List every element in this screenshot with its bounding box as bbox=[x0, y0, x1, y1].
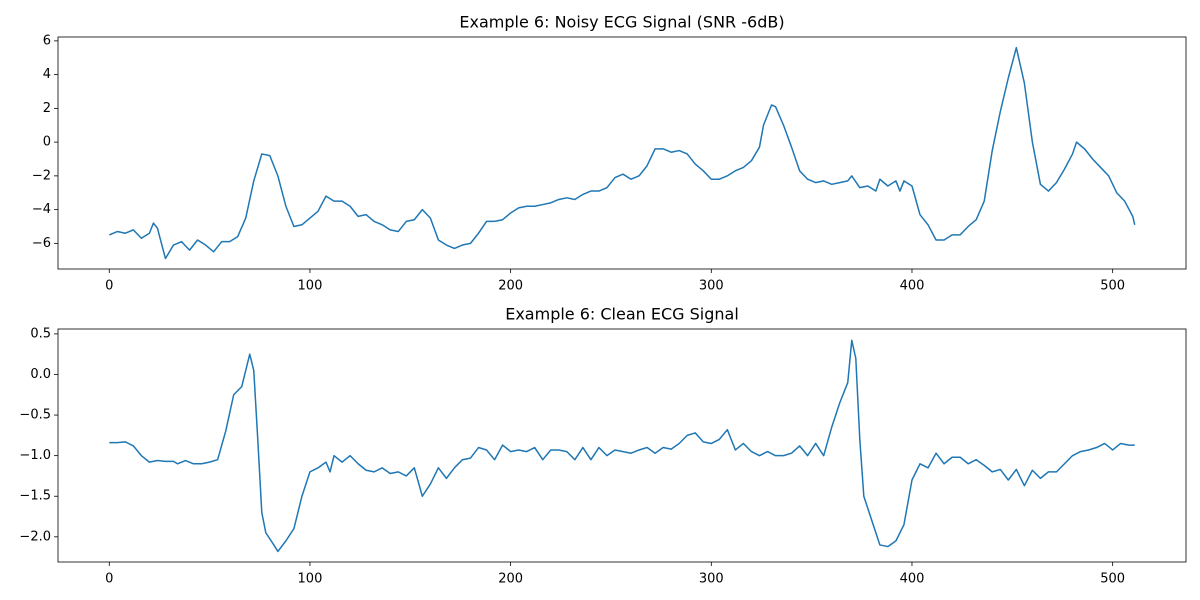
y-tick-label: 0 bbox=[43, 135, 51, 150]
y-tick-label: 2 bbox=[43, 101, 51, 116]
x-tick-label: 0 bbox=[105, 279, 113, 294]
x-tick-label: 500 bbox=[1100, 279, 1125, 294]
y-tick-label: 4 bbox=[43, 67, 51, 82]
x-tick-label: 0 bbox=[105, 572, 113, 587]
x-tick-label: 300 bbox=[699, 572, 724, 587]
x-tick-label: 200 bbox=[498, 279, 523, 294]
signal-line bbox=[108, 46, 1136, 260]
chart-title: Example 6: Clean ECG Signal bbox=[505, 305, 739, 324]
x-tick-label: 100 bbox=[298, 572, 323, 587]
y-tick-label: −4 bbox=[32, 202, 51, 217]
y-tick-label: −2 bbox=[32, 168, 51, 183]
x-tick-label: 300 bbox=[699, 279, 724, 294]
chart-title: Example 6: Noisy ECG Signal (SNR -6dB) bbox=[459, 13, 784, 32]
y-tick-label: −1.0 bbox=[19, 448, 51, 463]
signal-line bbox=[109, 339, 1135, 553]
x-tick-label: 500 bbox=[1100, 572, 1125, 587]
x-tick-label: 400 bbox=[900, 279, 925, 294]
y-tick-label: −1.5 bbox=[19, 489, 51, 504]
y-tick-label: −0.5 bbox=[19, 408, 51, 423]
axes-frame bbox=[57, 328, 1187, 563]
y-tick-label: 6 bbox=[43, 33, 51, 48]
x-tick-label: 100 bbox=[298, 279, 323, 294]
y-tick-label: 0.0 bbox=[30, 367, 51, 382]
x-tick-label: 200 bbox=[498, 572, 523, 587]
y-tick-label: 0.5 bbox=[30, 326, 51, 341]
y-tick-label: −6 bbox=[32, 236, 51, 251]
y-tick-label: −2.0 bbox=[19, 529, 51, 544]
axes-frame bbox=[57, 36, 1187, 270]
x-tick-label: 400 bbox=[900, 572, 925, 587]
